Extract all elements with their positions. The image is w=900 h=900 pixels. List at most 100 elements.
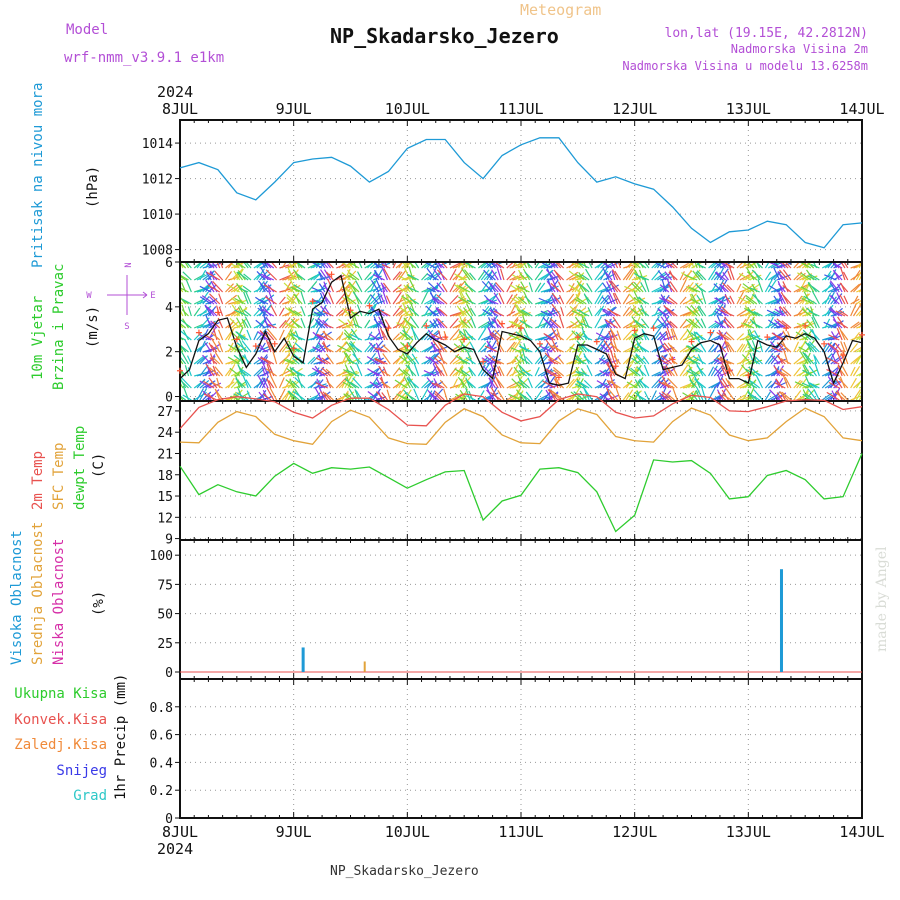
wind-arrow — [289, 378, 295, 389]
wind-arrow — [193, 332, 202, 341]
wind-arrow — [312, 263, 323, 269]
wind-arrow — [523, 263, 528, 269]
wind-arrow — [466, 299, 476, 305]
wind-arrow — [382, 344, 391, 353]
wind-arrow — [352, 291, 363, 305]
wind-arrow — [549, 318, 562, 329]
wind-arrow — [597, 328, 604, 341]
wind-arrow — [449, 282, 456, 293]
wind-arrow — [739, 263, 751, 269]
wind-arrow — [483, 263, 492, 269]
wind-arrow — [802, 389, 809, 400]
wind-arrow — [642, 355, 650, 365]
wind-arrow — [778, 292, 784, 305]
wind-arrow — [181, 288, 184, 293]
wind-arrow — [421, 263, 429, 269]
wind-arrow — [181, 278, 184, 281]
wind-arrow — [266, 331, 275, 341]
wind-arrow — [379, 327, 386, 341]
wind-arrow — [858, 275, 861, 281]
wind-arrow — [719, 316, 727, 329]
wind-arrow — [594, 268, 604, 281]
wind-arrow — [511, 320, 525, 329]
wind-arrow — [721, 282, 732, 293]
wind-arrow — [773, 267, 781, 281]
wind-arrow — [568, 376, 579, 389]
wind-arrow — [837, 365, 846, 377]
wind-arrow — [425, 263, 437, 269]
wind-arrow — [850, 321, 860, 329]
wind-arrow — [272, 351, 278, 365]
y-tick-label: 25 — [157, 637, 173, 652]
wind-arrow — [482, 308, 493, 317]
wind-arrow — [480, 263, 488, 269]
y-tick-label: 50 — [157, 608, 173, 623]
wind-arrow — [372, 381, 383, 389]
wind-arrow — [494, 284, 502, 293]
wind-arrow — [227, 307, 240, 317]
wind-arrow — [436, 355, 448, 365]
wind-arrow — [855, 354, 861, 365]
wind-arrow — [497, 389, 505, 400]
wind-arrow — [656, 354, 667, 365]
wind-arrow — [496, 267, 502, 281]
wind-arrow — [694, 263, 698, 269]
wind-arrow — [651, 263, 658, 269]
wind-arrow — [639, 263, 644, 269]
wind-arrow — [608, 280, 619, 293]
wind-arrow — [801, 293, 809, 305]
wind-arrow — [764, 340, 775, 353]
wind-arrow — [497, 366, 502, 377]
wind-arrow — [852, 303, 861, 317]
y-tick-label: 27 — [157, 405, 173, 420]
wind-arrow — [455, 267, 464, 281]
wind-arrow — [235, 317, 244, 329]
wind-arrow — [539, 345, 553, 353]
wind-arrow — [258, 391, 266, 400]
wind-arrow — [585, 268, 593, 281]
wind-arrow — [618, 263, 622, 269]
y-tick-label: 18 — [157, 469, 173, 484]
wind-arrow — [736, 308, 749, 317]
wind-arrow — [725, 387, 735, 400]
wind-arrow — [370, 294, 380, 305]
wind-arrow — [313, 383, 327, 389]
gust-marker — [328, 271, 335, 278]
wind-arrow — [781, 320, 792, 329]
wind-arrow — [541, 263, 553, 269]
wind-arrow — [281, 391, 290, 400]
wind-arrow — [344, 294, 357, 305]
wind-arrow — [414, 263, 420, 269]
wind-arrow — [858, 312, 861, 317]
wind-arrow — [722, 393, 732, 400]
wind-arrow — [401, 283, 410, 293]
wind-arrow — [808, 273, 820, 281]
wind-arrow — [625, 379, 633, 389]
wind-arrow — [641, 318, 650, 329]
wind-arrow — [410, 326, 420, 341]
wind-arrow — [694, 317, 704, 329]
wind-arrow — [659, 284, 670, 293]
wind-arrow — [801, 282, 810, 293]
wind-arrow — [695, 390, 701, 400]
wind-arrow — [181, 360, 184, 365]
wind-arrow — [491, 269, 499, 281]
wind-arrow — [780, 342, 792, 353]
wind-arrow — [741, 364, 752, 377]
wind-arrow — [279, 319, 287, 329]
wind-speed-line — [179, 274, 863, 386]
wind-arrow — [321, 291, 329, 305]
wind-arrow — [428, 391, 439, 400]
wind-arrow — [751, 293, 763, 305]
wind-arrow — [470, 307, 477, 317]
wind-arrow — [858, 348, 861, 353]
wind-arrow — [181, 287, 189, 293]
wind-arrow — [392, 367, 401, 377]
wind-arrow — [509, 304, 516, 317]
gust-marker — [612, 363, 619, 370]
wind-arrow — [311, 367, 326, 377]
wind-arrow — [688, 368, 701, 377]
x-tick-label-bottom: 9JUL — [276, 823, 312, 841]
wind-arrow — [679, 263, 689, 269]
wind-arrow — [602, 263, 613, 269]
